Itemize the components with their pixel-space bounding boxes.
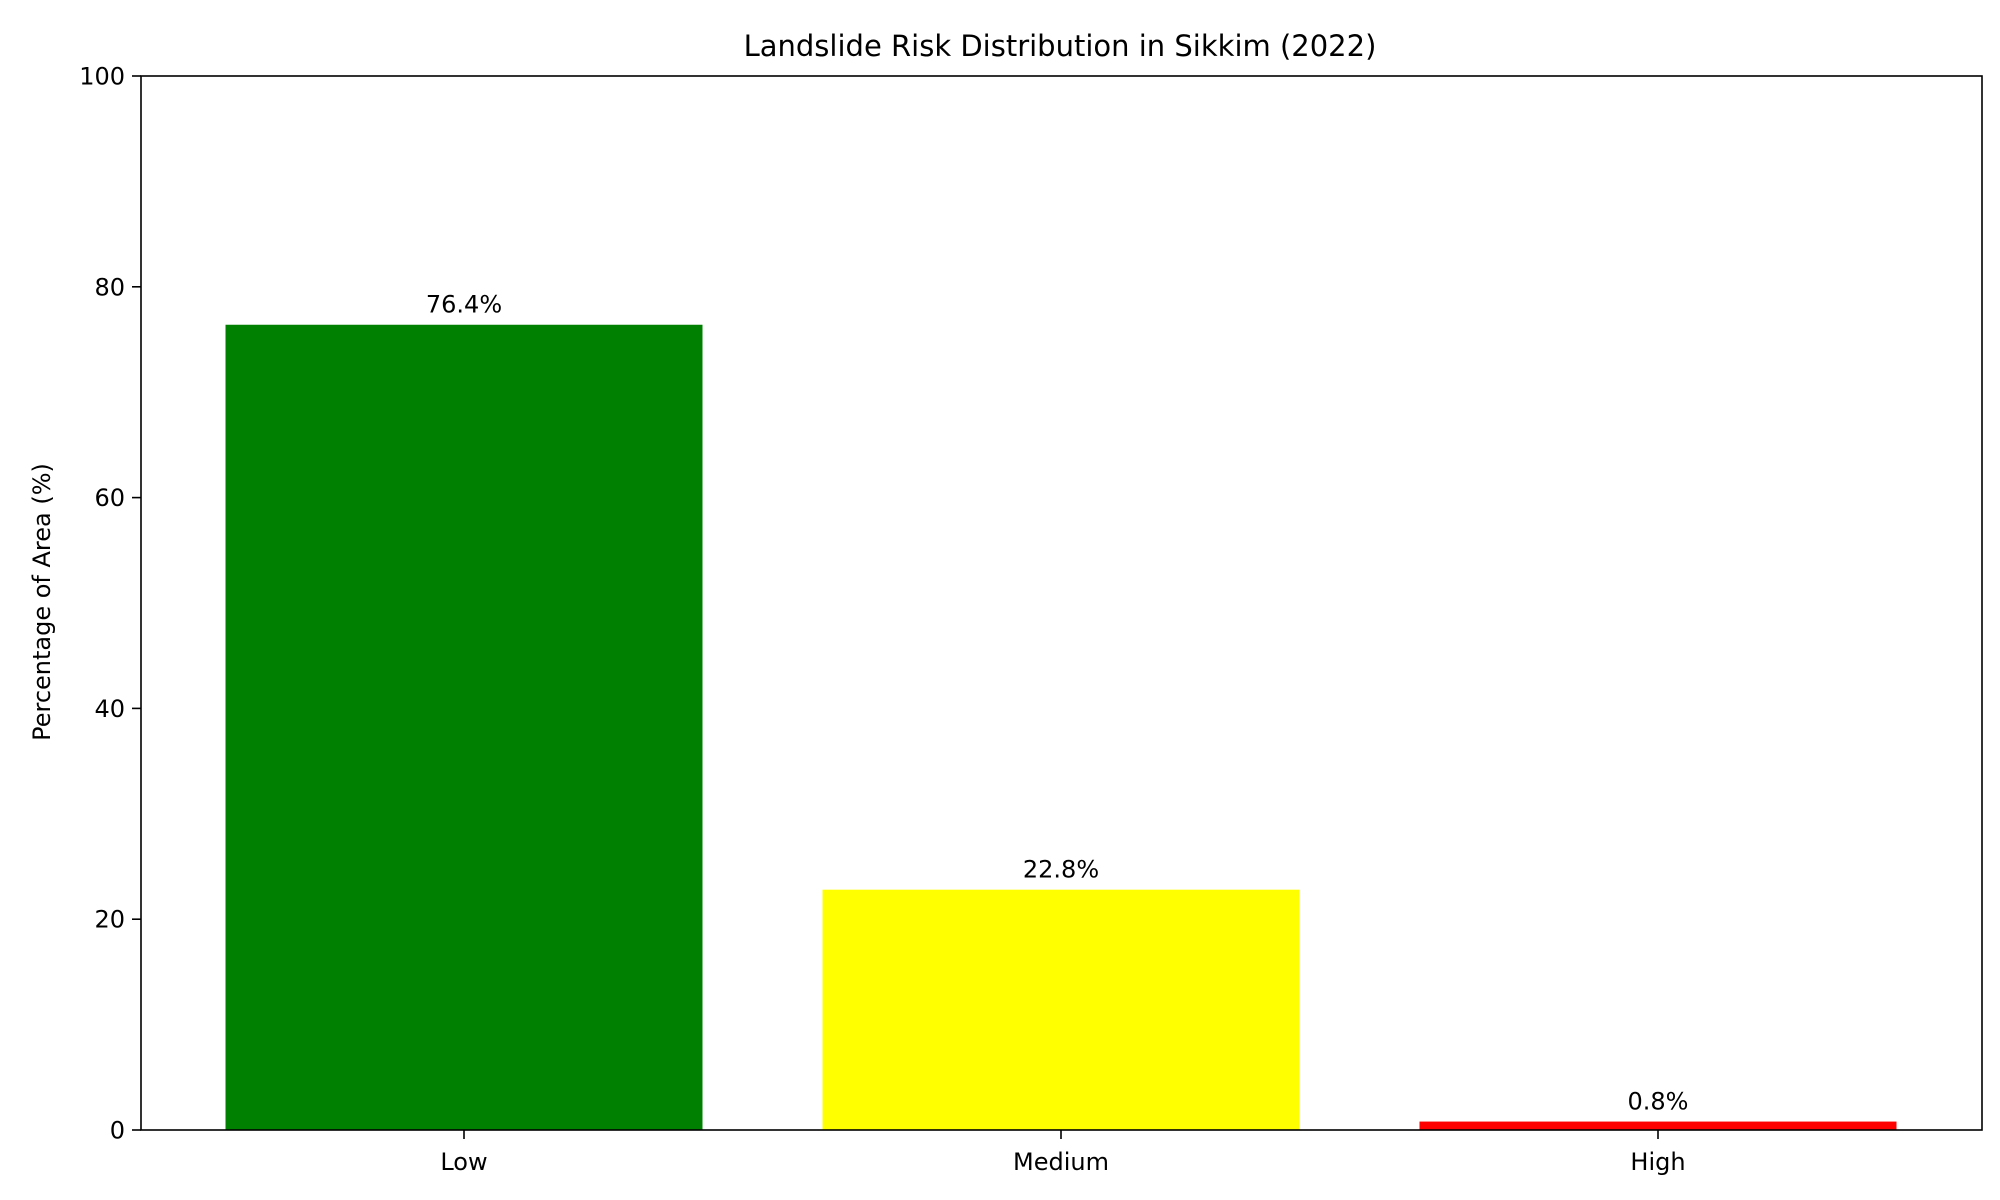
y-tick-label: 100 — [79, 63, 125, 91]
bar-value-label: 0.8% — [1628, 1088, 1689, 1116]
x-tick-label: High — [1630, 1148, 1685, 1176]
chart-title: Landslide Risk Distribution in Sikkim (2… — [744, 29, 1377, 63]
x-tick-label: Medium — [1013, 1148, 1109, 1176]
y-tick-label: 40 — [94, 695, 125, 723]
y-axis-ticks: 0 20 40 60 80 100 — [79, 63, 141, 1145]
x-tick-label: Low — [440, 1148, 487, 1176]
y-tick-label: 80 — [94, 273, 125, 301]
bar-value-label: 76.4% — [426, 291, 502, 319]
y-axis-label: Percentage of Area (%) — [28, 463, 56, 741]
bar-high — [1419, 1121, 1897, 1130]
bar-value-labels: 76.4% 22.8% 0.8% — [426, 291, 1689, 1116]
bar-value-label: 22.8% — [1023, 856, 1099, 884]
x-axis-ticks: Low Medium High — [440, 1130, 1686, 1176]
y-tick-label: 20 — [94, 906, 125, 934]
y-tick-label: 60 — [94, 484, 125, 512]
y-tick-label: 0 — [110, 1117, 125, 1145]
bars — [225, 324, 1897, 1130]
bar-low — [225, 324, 703, 1130]
bar-medium — [822, 889, 1300, 1130]
plot-area-frame — [140, 75, 1983, 1131]
